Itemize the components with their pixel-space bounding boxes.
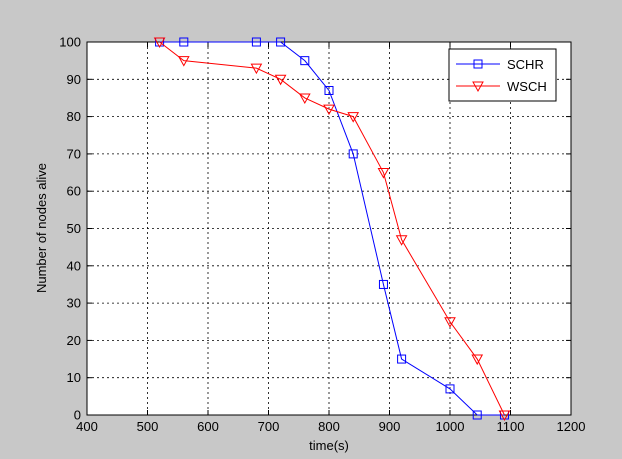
y-tick-label: 30 (67, 296, 81, 311)
y-tick-label: 100 (59, 35, 81, 50)
series-schr (155, 37, 509, 420)
legend-marker-schr (473, 59, 483, 69)
data-point-wsch (444, 317, 456, 328)
legend-label-wsch: WSCH (507, 79, 547, 94)
y-tick-label: 10 (67, 370, 81, 385)
x-tick-label: 800 (318, 419, 340, 434)
data-point-schr (179, 37, 189, 47)
x-tick-label: 1200 (557, 419, 586, 434)
data-point-schr (445, 384, 455, 394)
y-tick-label: 90 (67, 72, 81, 87)
data-point-wsch (153, 37, 166, 49)
x-axis-title: time(s) (309, 438, 349, 453)
x-tick-label: 900 (379, 419, 401, 434)
x-tick-label: 1000 (436, 419, 465, 434)
data-point-schr (251, 37, 261, 47)
data-point-schr (378, 279, 388, 289)
data-point-schr (300, 56, 310, 66)
data-point-schr (276, 37, 286, 47)
y-tick-label: 50 (67, 221, 81, 236)
data-point-schr (472, 410, 482, 420)
series-layer (153, 37, 511, 422)
series-line-wsch (159, 41, 505, 416)
x-tick-label: 400 (76, 419, 98, 434)
y-tick-label: 70 (67, 146, 81, 161)
y-tick-label: 0 (74, 408, 81, 423)
data-point-wsch (274, 74, 287, 86)
data-point-wsch (323, 104, 335, 116)
data-point-wsch (498, 410, 511, 422)
y-tick-label: 40 (67, 258, 81, 273)
legend-label-schr: SCHR (507, 57, 544, 72)
series-line-schr (159, 41, 505, 416)
y-tick-label: 20 (67, 333, 81, 348)
data-point-wsch (177, 56, 190, 67)
grid-lines (87, 42, 571, 415)
data-point-wsch (395, 235, 408, 246)
y-tick-label: 80 (67, 109, 81, 124)
x-tick-label: 600 (197, 419, 219, 434)
legend-marker-wsch (472, 81, 484, 93)
data-point-schr (348, 149, 358, 159)
y-tick-label: 60 (67, 184, 81, 199)
data-point-wsch (250, 63, 263, 75)
y-axis-title: Number of nodes alive (34, 163, 49, 293)
axis-ticks (86, 41, 572, 416)
data-point-wsch (347, 112, 360, 123)
data-point-schr (397, 354, 407, 364)
data-point-schr (324, 85, 334, 95)
legend: SCHR WSCH (448, 48, 557, 102)
data-point-wsch (298, 93, 311, 104)
x-tick-label: 700 (258, 419, 280, 434)
data-point-wsch (377, 168, 390, 179)
data-point-wsch (471, 354, 484, 366)
series-wsch (153, 37, 511, 422)
x-tick-label: 500 (137, 419, 159, 434)
x-tick-label: 1100 (497, 419, 525, 434)
legend-box (448, 48, 557, 102)
tick-labels: 400 500 600 700 800 900 1000 1100 1200 0 10 20 30 40 5… (59, 35, 585, 435)
